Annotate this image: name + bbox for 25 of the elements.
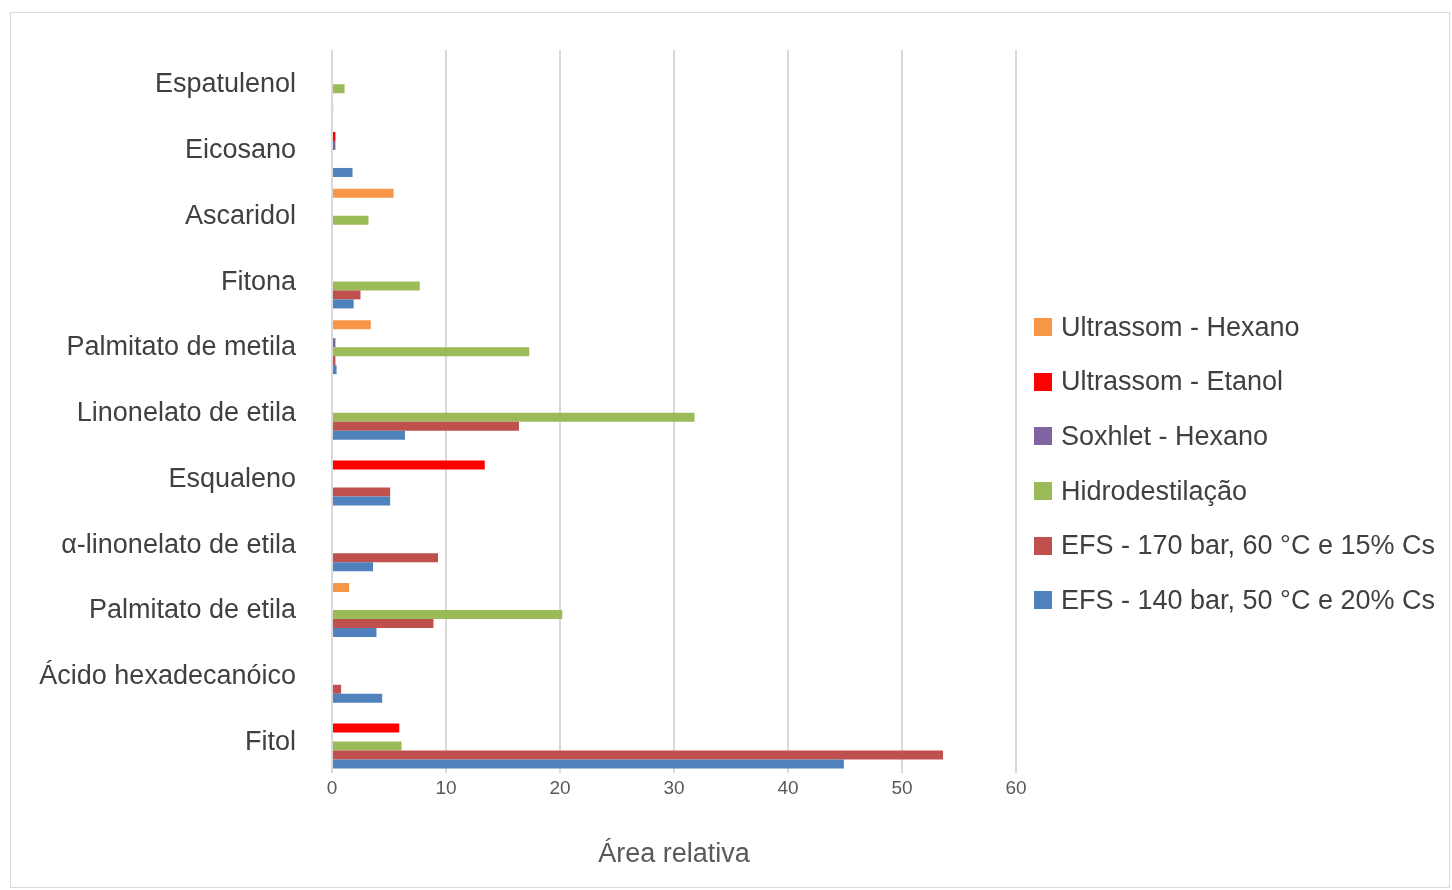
x-tick-label: 40 [777,777,799,799]
x-tick-label: 50 [891,777,913,799]
legend-label: Ultrassom - Etanol [1061,366,1284,398]
y-tick-label: Espatulenol [154,68,296,99]
legend-label: Ultrassom - Hexano [1061,311,1300,343]
y-tick-label: Ascaridol [184,199,296,230]
y-tick-label: α-linonelato de etila [61,528,297,559]
x-tick-label: 30 [663,777,685,799]
y-tick-label: Eicosano [184,134,296,165]
legend-label: Hidrodestilação [1061,475,1248,507]
y-tick-label: Ácido hexadecanóico [39,659,296,690]
legend-label: Soxhlet - Hexano [1061,420,1269,452]
x-axis-title: Área relativa [598,838,751,868]
y-tick-label: Fitona [220,265,297,296]
legend-label: EFS - 140 bar, 50 °C e 20% Cs [1061,584,1435,616]
y-tick-label: Fitol [244,725,296,756]
x-tick-label: 20 [549,777,571,799]
y-tick-label: Linonelato de etila [76,397,297,428]
y-tick-label: Esqualeno [168,462,296,493]
y-tick-label: Palmitato de etila [88,594,297,625]
x-tick-label: 0 [326,777,338,799]
x-tick-label: 60 [1005,777,1027,799]
x-tick-label: 10 [435,777,457,799]
legend-label: EFS - 170 bar, 60 °C e 15% Cs [1061,530,1435,562]
y-tick-label: Palmitato de metila [66,331,297,362]
